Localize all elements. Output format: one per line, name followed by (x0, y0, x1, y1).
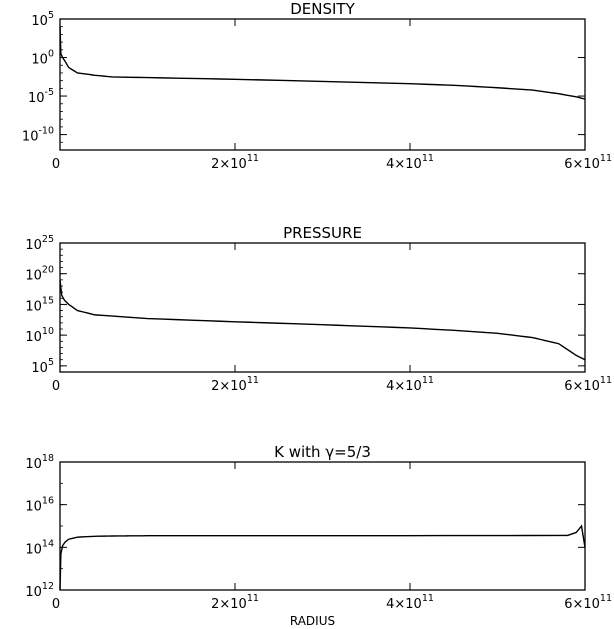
x-tick-label-exponent: 11 (422, 153, 434, 164)
y-tick-label-base: 10 (25, 542, 42, 557)
x-tick-label-exponent: 11 (247, 375, 259, 386)
x-tick-label-base: 6×10 (564, 157, 600, 172)
x-tick-label: 0 (52, 157, 60, 172)
y-tick-label-base: 10 (25, 457, 42, 472)
chart-title: K with γ=5/3 (274, 443, 371, 461)
y-tick-label-base: 10 (25, 330, 42, 345)
x-tick-label-base: 4×10 (386, 597, 422, 612)
x-tick-label-base: 0 (52, 379, 60, 394)
x-tick-label-base: 6×10 (564, 597, 600, 612)
y-tick-label-exponent: 15 (42, 295, 54, 306)
x-tick-label: 4×1011 (386, 593, 434, 612)
x-tick-label: 0 (52, 597, 60, 612)
y-tick-label: 1012 (25, 581, 54, 600)
y-tick-label-base: 10 (25, 238, 42, 253)
x-axis-label: RADIUS (290, 614, 335, 628)
series-line-1 (59, 279, 586, 361)
series-line-1 (59, 524, 586, 591)
x-tick-label-base: 4×10 (386, 379, 422, 394)
x-tick-label-exponent: 11 (600, 153, 612, 164)
y-tick-label-exponent: 20 (42, 265, 54, 276)
y-tick-label-base: 10 (25, 299, 42, 314)
x-tick-label: 2×1011 (211, 375, 259, 394)
chart-title: PRESSURE (283, 224, 362, 242)
y-tick-label: 10-5 (28, 87, 54, 106)
y-tick-label-base: 10 (25, 269, 42, 284)
y-tick-label: 1025 (25, 234, 54, 253)
y-tick-label-base: 10 (25, 585, 42, 600)
y-tick-label-exponent: 5 (48, 10, 54, 21)
x-tick-label: 2×1011 (211, 593, 259, 612)
chart-panel-3: K with γ=5/30 2×1011 4×1011 6×1011101810161… (25, 443, 612, 628)
y-tick-label-exponent: 0 (48, 49, 54, 60)
plot-frame (59, 18, 586, 151)
series-line-1 (59, 26, 586, 100)
y-tick-label: 100 (31, 49, 54, 68)
y-tick-label-exponent: 5 (48, 357, 54, 368)
x-tick-label-exponent: 11 (247, 593, 259, 604)
y-tick-label-exponent: 25 (42, 234, 54, 245)
x-tick-label: 4×1011 (386, 153, 434, 172)
y-tick-label: 1016 (25, 496, 54, 515)
y-tick-label: 1014 (25, 538, 54, 557)
chart-title: DENSITY (290, 0, 355, 18)
y-tick-label: 10-10 (22, 126, 54, 145)
y-tick-label-exponent: 16 (42, 496, 54, 507)
y-tick-label-base: 10 (22, 130, 39, 145)
y-tick-label: 1010 (25, 326, 54, 345)
y-tick-label: 1015 (25, 295, 54, 314)
y-tick-label-exponent: 18 (42, 453, 54, 464)
y-tick-label-base: 10 (25, 500, 42, 515)
x-tick-label-base: 2×10 (211, 157, 247, 172)
x-tick-label-exponent: 11 (422, 593, 434, 604)
y-tick-label-exponent: 12 (42, 581, 54, 592)
x-tick-label-base: 2×10 (211, 597, 247, 612)
y-tick-label-exponent: 14 (42, 538, 54, 549)
y-tick-label-base: 10 (28, 91, 45, 106)
x-tick-label-exponent: 11 (247, 153, 259, 164)
y-tick-label-base: 10 (31, 14, 48, 29)
y-tick-label-base: 10 (31, 53, 48, 68)
x-tick-label-base: 4×10 (386, 157, 422, 172)
x-tick-label: 6×1011 (564, 375, 612, 394)
y-tick-label: 1018 (25, 453, 54, 472)
plot-frame (59, 242, 586, 373)
x-tick-label-base: 2×10 (211, 379, 247, 394)
x-tick-label: 6×1011 (564, 593, 612, 612)
y-tick-label-exponent: 10 (42, 326, 54, 337)
y-tick-label-base: 10 (31, 361, 48, 376)
y-tick-label: 105 (31, 357, 54, 376)
x-tick-label: 6×1011 (564, 153, 612, 172)
y-tick-label: 105 (31, 10, 54, 29)
x-tick-label: 4×1011 (386, 375, 434, 394)
x-tick-label-base: 0 (52, 157, 60, 172)
x-tick-label: 2×1011 (211, 153, 259, 172)
x-tick-label-exponent: 11 (422, 375, 434, 386)
x-tick-label-exponent: 11 (600, 375, 612, 386)
plot-frame (59, 461, 586, 591)
y-tick-label: 1020 (25, 265, 54, 284)
x-tick-label-exponent: 11 (600, 593, 612, 604)
x-tick-label-base: 6×10 (564, 379, 600, 394)
x-tick-label-base: 0 (52, 597, 60, 612)
y-tick-label-exponent: -10 (38, 126, 54, 137)
y-tick-label-exponent: -5 (45, 87, 54, 98)
x-tick-label: 0 (52, 379, 60, 394)
